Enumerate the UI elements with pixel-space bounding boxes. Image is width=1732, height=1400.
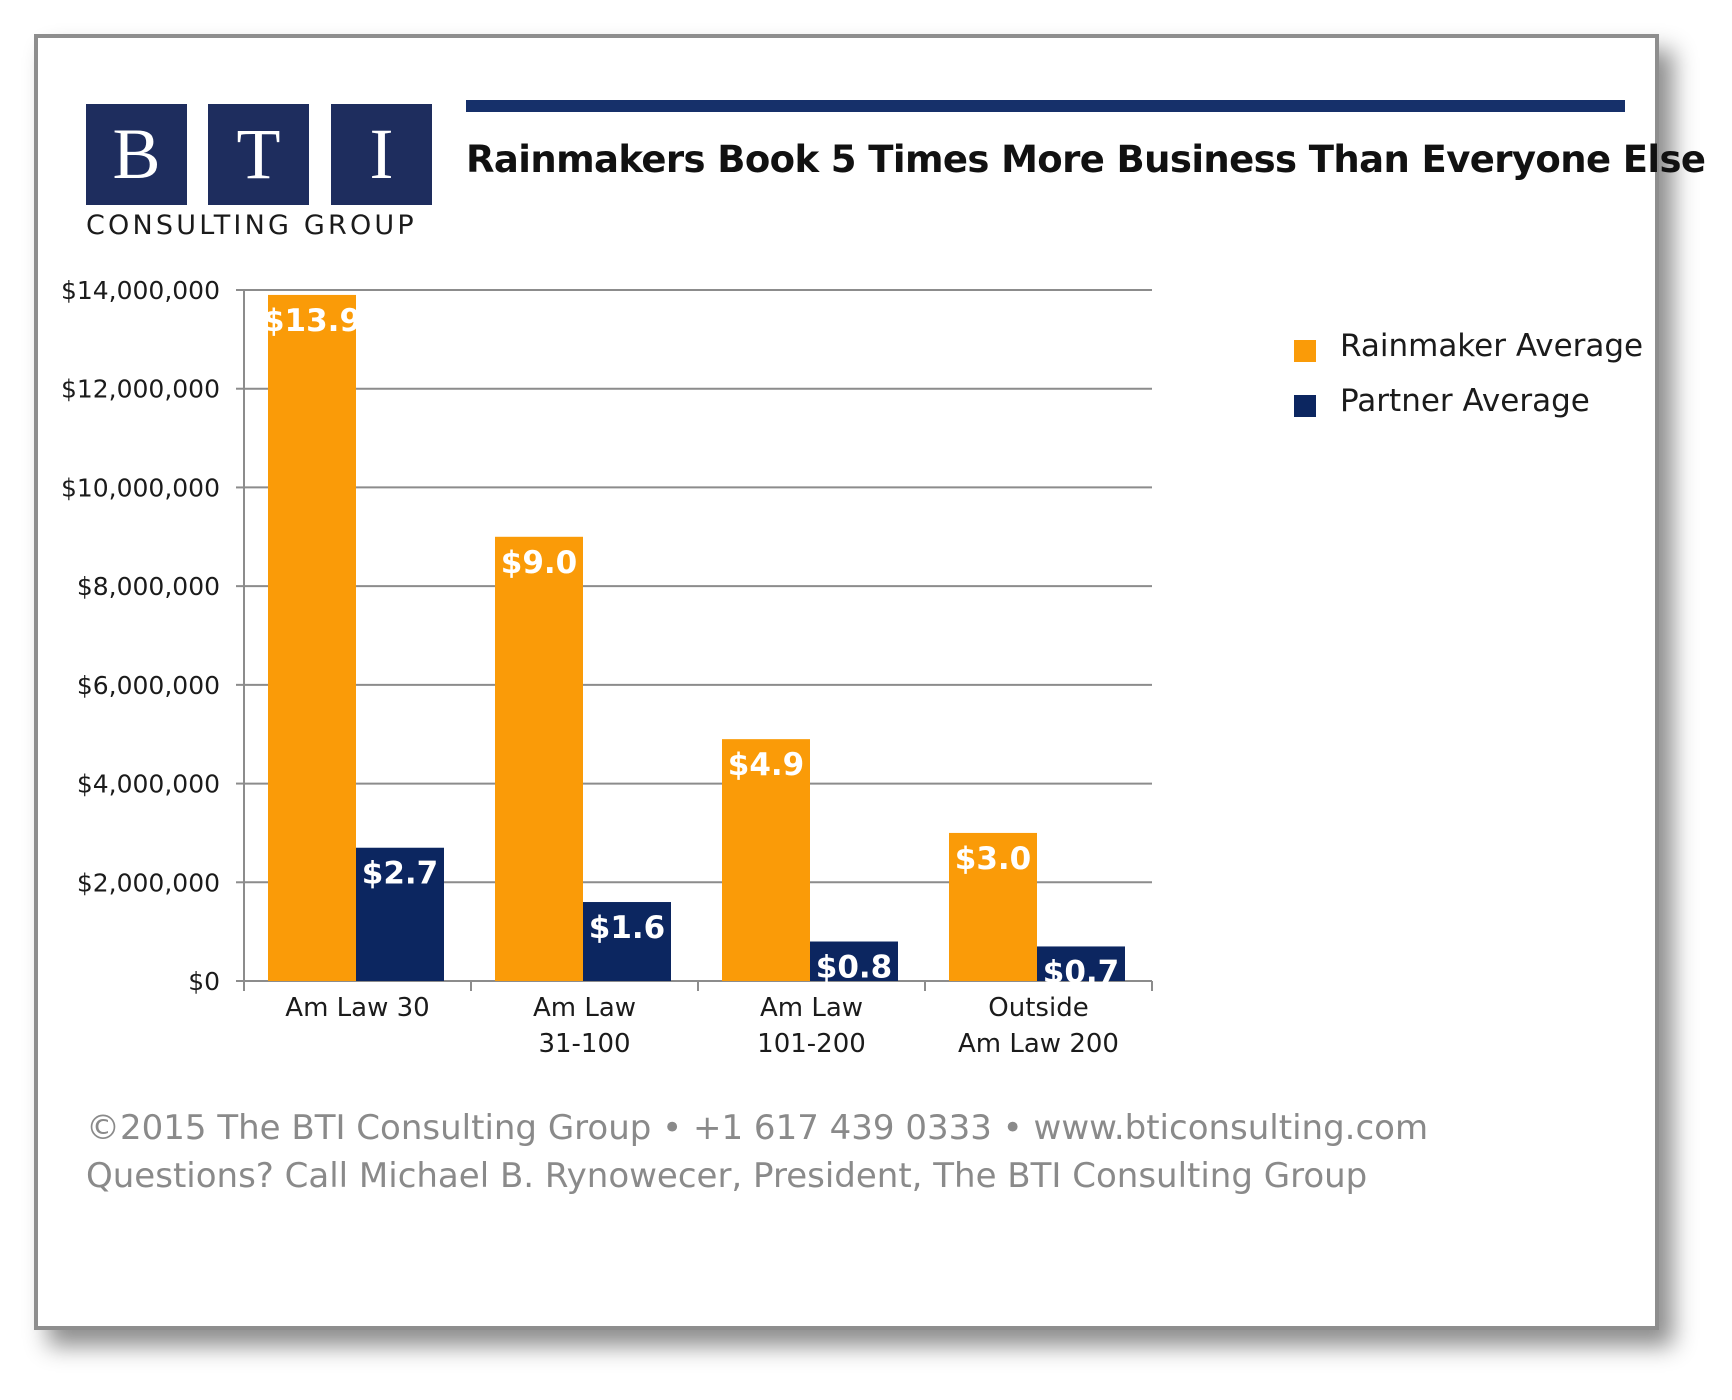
y-tick-label: $14,000,000 (61, 276, 220, 305)
axes: $0 $2,000,000 $4,000,000 $6,000,000 $8,000,0… (61, 276, 1153, 1059)
y-tick-label: $4,000,000 (77, 770, 220, 799)
data-labels: $13.9 $2.7 $9.0 $1.6 $4.9 $0.8 $3.0 $0.7 (263, 303, 1119, 991)
legend-label-partner: Partner Average (1340, 383, 1590, 419)
logo-subtitle: CONSULTING GROUP (86, 210, 417, 241)
data-label-rainmaker: $9.0 (501, 545, 578, 581)
logo-letter-i: I (331, 104, 432, 205)
legend-swatch-rainmaker (1294, 340, 1316, 362)
footer-contact-line: ©2015 The BTI Consulting Group • +1 617 … (86, 1108, 1429, 1148)
chart-title: Rainmakers Book 5 Times More Business Th… (466, 138, 1706, 181)
bars (268, 294, 1125, 982)
y-tick-label: $2,000,000 (77, 868, 220, 897)
chart-card: B T I CONSULTING GROUP Rainmakers Book 5… (34, 34, 1706, 1330)
legend-swatch-partner (1294, 395, 1316, 417)
bar-partner (356, 847, 444, 981)
x-category-label: Am Law (760, 993, 863, 1023)
x-category-label: Am Law (533, 993, 636, 1023)
x-category-label: 31-100 (538, 1029, 630, 1059)
legend-label-rainmaker: Rainmaker Average (1340, 328, 1644, 364)
y-tick-label: $8,000,000 (77, 572, 220, 601)
y-tick-label: $12,000,000 (61, 375, 220, 404)
logo-letter-t: T (208, 104, 309, 205)
logo-letter-b: B (86, 104, 187, 205)
y-tick-label: $10,000,000 (61, 473, 220, 502)
data-label-rainmaker: $4.9 (728, 747, 805, 783)
data-label-rainmaker: $13.9 (263, 303, 361, 339)
bar-partner (810, 941, 898, 981)
x-category-label: Am Law 30 (285, 993, 429, 1023)
data-label-partner: $0.7 (1043, 954, 1120, 990)
bar-partner (1037, 946, 1125, 981)
bar-rainmaker (949, 832, 1037, 981)
bar-chart: $0 $2,000,000 $4,000,000 $6,000,000 $8,000,0… (61, 276, 1153, 1059)
data-label-partner: $1.6 (589, 910, 666, 946)
data-label-rainmaker: $3.0 (955, 841, 1032, 877)
title-rule (466, 100, 1625, 112)
grid-lines (244, 289, 1152, 884)
footer-questions-line: Questions? Call Michael B. Rynowecer, Pr… (86, 1156, 1368, 1196)
bar-partner (583, 902, 671, 981)
y-tick-label: $0 (188, 967, 220, 996)
bar-rainmaker (268, 294, 356, 982)
x-category-label: 101-200 (757, 1029, 866, 1059)
x-category-label: Outside (988, 993, 1088, 1023)
bar-rainmaker (495, 536, 583, 981)
x-category-label: Am Law 200 (958, 1029, 1119, 1059)
data-label-partner: $0.8 (816, 950, 893, 986)
data-label-partner: $2.7 (362, 856, 439, 892)
bar-rainmaker (722, 739, 810, 981)
y-tick-label: $6,000,000 (77, 671, 220, 700)
